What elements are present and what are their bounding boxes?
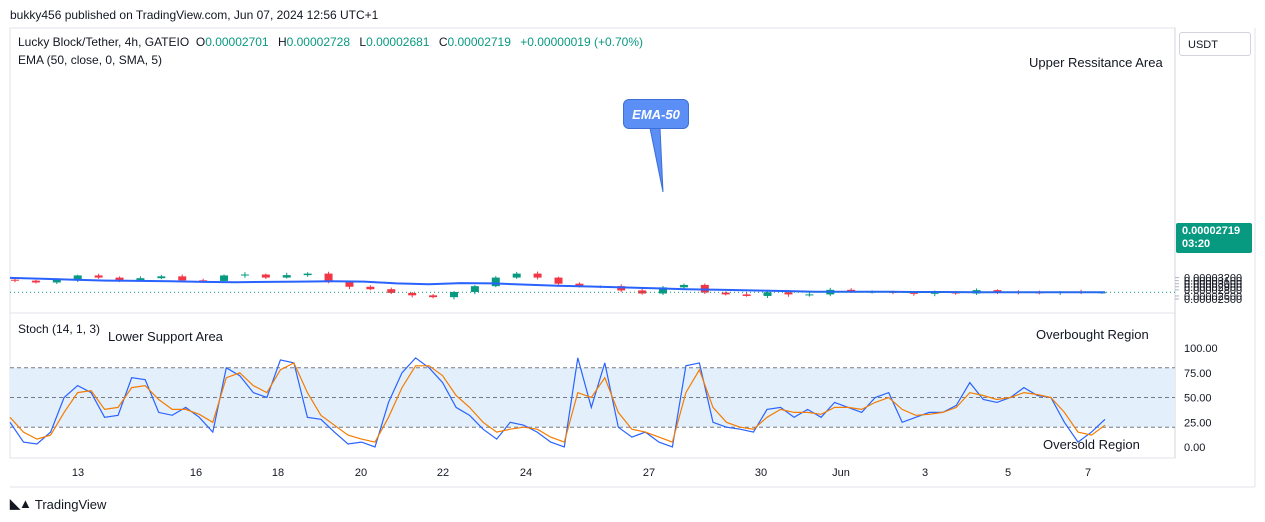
low-label: L: [359, 35, 367, 49]
ema-legend[interactable]: EMA (50, close, 0, SMA, 5): [18, 53, 163, 67]
candle-body: [199, 280, 208, 282]
price-tick-label: 0.00002900: [1184, 282, 1242, 294]
candle-body: [429, 295, 438, 298]
tradingview-logo-icon: ◣▲: [10, 496, 32, 511]
price-tick-label: 0.00002600: [1184, 291, 1242, 303]
symbol-label[interactable]: Lucky Block/Tether, 4h, GATEIO: [18, 35, 190, 49]
time-tick-label: Jun: [832, 467, 850, 479]
time-tick-label: 5: [1005, 467, 1011, 479]
price-tick-label: 0.00003200: [1184, 273, 1242, 285]
currency-button[interactable]: USDT: [1179, 32, 1251, 56]
time-tick-label: 7: [1085, 467, 1091, 479]
upper-resistance-annotation: Upper Ressitance Area: [1029, 55, 1163, 70]
candle-body: [533, 273, 542, 278]
price-tick-label: 0.00002500: [1184, 294, 1242, 306]
candle-body: [157, 276, 166, 279]
last-price-tag: 0.00002719 03:20: [1176, 223, 1252, 253]
candle-body: [742, 294, 751, 296]
high-label: H: [277, 35, 287, 49]
candle-body: [512, 273, 521, 278]
candle-body: [763, 292, 772, 296]
candle-body: [575, 283, 584, 287]
candle-body: [94, 275, 103, 278]
candle-body: [659, 287, 668, 294]
change-value: +0.00000019 (+0.70%): [520, 35, 643, 49]
candle-body: [387, 289, 396, 293]
candle-body: [220, 275, 229, 281]
time-tick-label: 22: [437, 467, 449, 479]
ema-callout: EMA-50: [623, 99, 689, 129]
time-tick-label: 16: [190, 467, 202, 479]
candle-body: [11, 279, 19, 281]
candle-body: [115, 277, 124, 281]
time-tick-label: 3: [922, 467, 928, 479]
stoch-tick-label: 50.00: [1184, 393, 1212, 405]
time-tick-label: 27: [643, 467, 655, 479]
open-value: 0.00002701: [205, 35, 269, 49]
candle-body: [784, 292, 793, 295]
lower-support-annotation: Lower Support Area: [108, 329, 223, 344]
stoch-tick-label: 25.00: [1184, 417, 1212, 429]
candle-body: [366, 286, 375, 290]
candle-body: [73, 275, 82, 280]
candle-body: [282, 275, 291, 278]
candle-body: [679, 284, 688, 288]
top-bar: bukky456 published on TradingView.com, J…: [0, 0, 1265, 28]
candle-body: [324, 273, 333, 283]
ema-callout-pointer: [649, 127, 664, 193]
stoch-tick-label: 100.00: [1184, 343, 1218, 355]
price-tick-label: 0.00002800: [1184, 285, 1242, 297]
time-tick-label: 13: [72, 467, 84, 479]
stoch-tick-label: 75.00: [1184, 368, 1212, 380]
stoch-d-line: [9, 362, 1106, 443]
stoch-tick-label: 0.00: [1184, 442, 1205, 454]
candle-body: [31, 280, 40, 283]
candle-body: [240, 274, 249, 276]
candle-body: [909, 292, 918, 294]
candle-body: [805, 294, 814, 296]
stoch-legend[interactable]: Stoch (14, 1, 3): [18, 322, 101, 336]
time-tick-label: 24: [520, 467, 532, 479]
candle-body: [136, 278, 145, 281]
candle-body: [52, 279, 61, 283]
candle-body: [261, 274, 270, 278]
open-label: O: [195, 35, 206, 49]
candle-body: [178, 276, 187, 281]
price-tick-label: 0.00003100: [1184, 276, 1242, 288]
candle-body: [491, 277, 500, 287]
tradingview-logo[interactable]: ◣▲ TradingView: [10, 496, 106, 512]
last-price-value: 0.00002719: [1182, 225, 1241, 237]
candle-body: [993, 290, 1002, 292]
candle-body: [470, 286, 479, 292]
candle-body: [449, 291, 458, 298]
candle-body: [303, 273, 312, 276]
bar-countdown: 03:20: [1182, 238, 1211, 250]
candle-body: [345, 282, 354, 287]
close-value: 0.00002719: [447, 35, 511, 49]
time-tick-label: 20: [355, 467, 367, 479]
candle-body: [721, 292, 730, 295]
candle-body: [554, 277, 563, 284]
time-tick-label: 30: [755, 467, 767, 479]
low-value: 0.00002681: [366, 35, 430, 49]
tradingview-logo-text: TradingView: [34, 496, 107, 512]
candle-body: [408, 292, 417, 296]
high-value: 0.00002728: [286, 35, 351, 49]
price-tick-label: 0.00003000: [1184, 279, 1242, 291]
time-tick-label: 18: [272, 467, 284, 479]
oversold-annotation: Oversold Region: [1043, 437, 1140, 452]
close-label: C: [438, 35, 448, 49]
main-legend: Lucky Block/Tether, 4h, GATEIO O0.000027…: [18, 35, 643, 49]
publisher-line: bukky456 published on TradingView.com, J…: [10, 8, 379, 22]
overbought-annotation: Overbought Region: [1036, 327, 1149, 342]
